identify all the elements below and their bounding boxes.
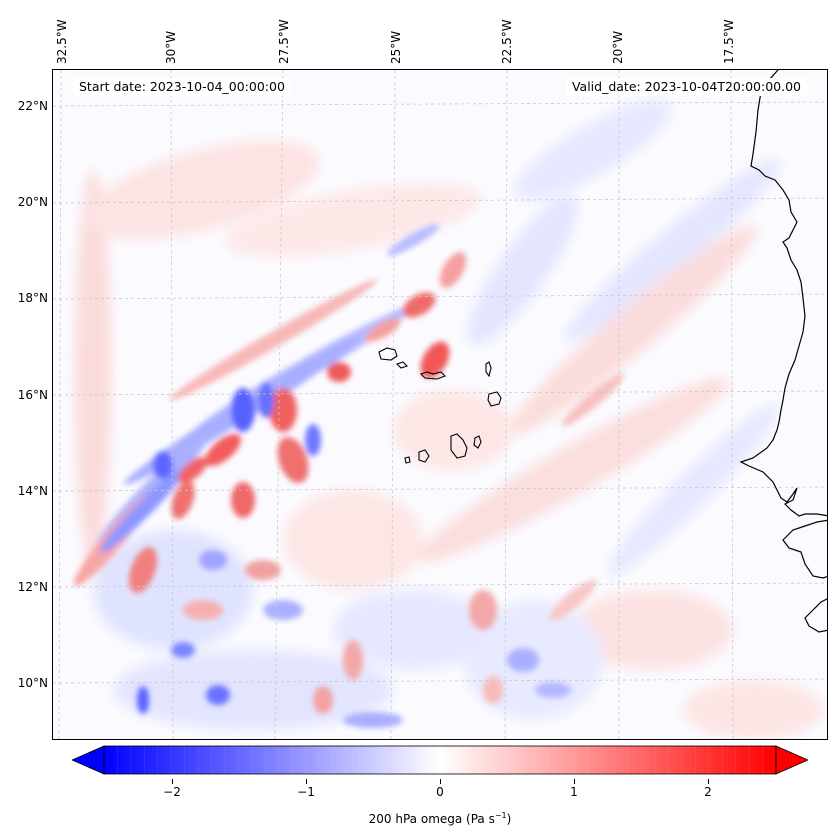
lat-label-10n: 10°N [17, 676, 48, 690]
colorbar-tick-2 [708, 779, 709, 784]
colorbar-tick-neg2 [172, 779, 173, 784]
colorbar-body [103, 745, 777, 775]
colorbar-tick-label-neg1: −1 [297, 785, 315, 799]
lon-label-22-5w: 22.5°W [500, 19, 514, 64]
island-santo-antao [378, 347, 398, 361]
lat-label-14n: 14°N [17, 484, 48, 498]
omega-field-map [53, 70, 827, 739]
valid-date-label: Valid_date: 2023-10-04T20:00:00.00 [565, 78, 807, 96]
colorbar-tick-label-neg2: −2 [163, 785, 181, 799]
colorbar-tick-label-0: 0 [436, 785, 444, 799]
coastline-africa [739, 70, 827, 633]
lon-label-17-5w: 17.5°W [722, 19, 736, 64]
island-maio [473, 435, 482, 449]
lon-label-20w: 20°W [611, 30, 625, 64]
island-sao-vicente [395, 361, 409, 369]
map-panel[interactable]: Start date: 2023-10-04_00:00:00 Valid_da… [52, 69, 828, 740]
colorbar-svg [71, 745, 809, 775]
island-boa-vista [487, 391, 502, 407]
island-sao-nicolau [419, 371, 446, 380]
lat-label-18n: 18°N [17, 291, 48, 305]
lat-label-22n: 22°N [17, 99, 48, 113]
colorbar-tick-neg1 [306, 779, 307, 784]
colorbar-label-text: 200 hPa omega (Pa s [368, 812, 495, 826]
island-sal [485, 361, 492, 378]
colorbar-extend-max [775, 745, 809, 775]
colorbar-extend-min [71, 745, 105, 775]
gridlines [53, 70, 827, 739]
start-date-label: Start date: 2023-10-04_00:00:00 [73, 78, 291, 96]
lon-label-25w: 25°W [389, 30, 403, 64]
colorbar-tick-0 [440, 779, 441, 784]
island-fogo [418, 449, 430, 463]
field-strong-layer [73, 224, 624, 728]
lon-label-32-5w: 32.5°W [55, 19, 69, 64]
colorbar-label: 200 hPa omega (Pa s−1) [300, 808, 580, 827]
lat-label-20n: 20°N [17, 195, 48, 209]
colorbar-tick-label-1: 1 [570, 785, 578, 799]
lat-label-16n: 16°N [17, 388, 48, 402]
colorbar-steps [117, 746, 763, 774]
island-santiago [450, 433, 468, 459]
cape-verde-islands [378, 347, 502, 464]
colorbar-tick-label-2: 2 [704, 785, 712, 799]
colorbar-label-close: ) [506, 812, 512, 826]
lon-label-30w: 30°W [164, 30, 178, 64]
colorbar-tick-1 [574, 779, 575, 784]
colorbar-label-sup: −1 [494, 811, 507, 820]
colorbar [71, 744, 809, 776]
lat-label-12n: 12°N [17, 580, 48, 594]
lon-label-27-5w: 27.5°W [277, 19, 291, 64]
island-brava [404, 456, 411, 464]
